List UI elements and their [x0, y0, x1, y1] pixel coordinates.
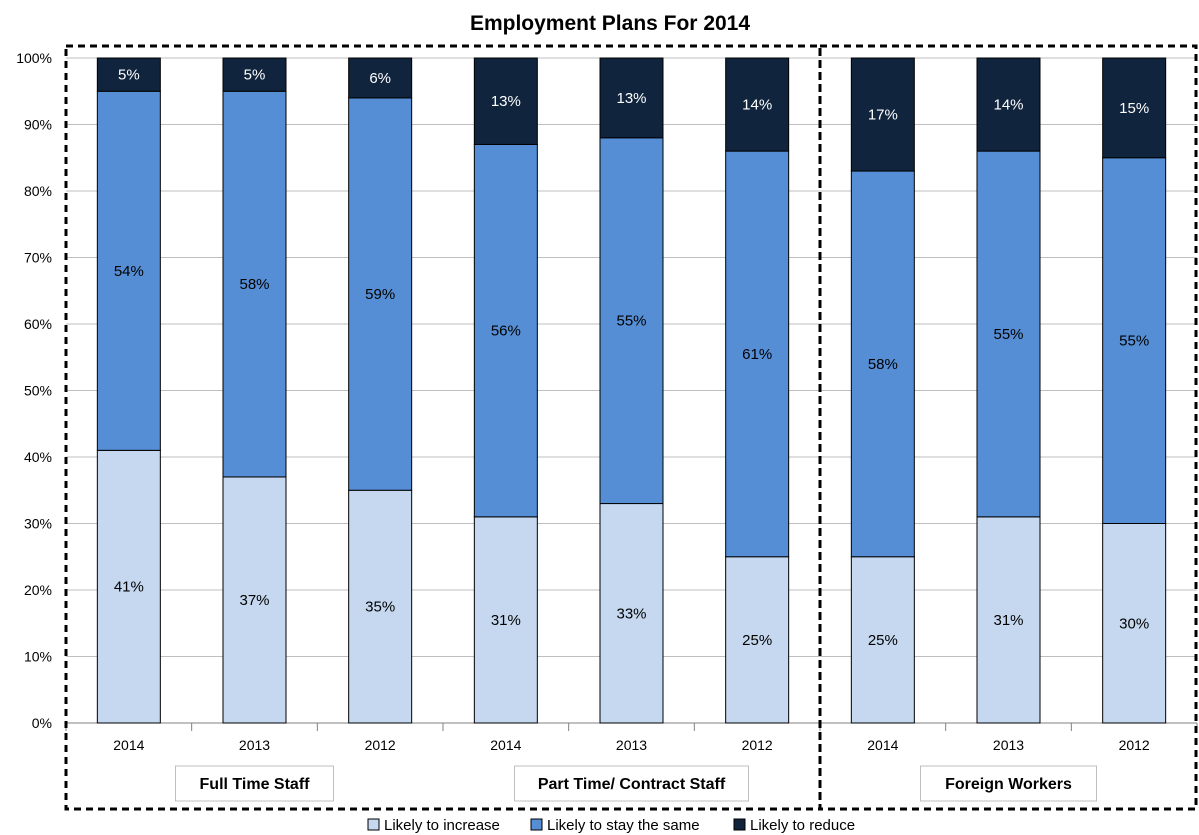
bar-segment: [599, 503, 664, 724]
x-tick-label: 2013: [616, 737, 647, 753]
group-label: Foreign Workers: [945, 776, 1072, 793]
y-axis-ticks: 0% 10% 20% 30% 40% 50% 60% 70% 80% 90% 100%: [16, 50, 52, 731]
group-frames: [64, 44, 1198, 811]
data-label: 58%: [868, 356, 898, 373]
data-label: 13%: [616, 90, 646, 107]
legend-swatch: [530, 818, 543, 831]
group-frame: [64, 44, 822, 811]
data-label: 6%: [369, 70, 391, 87]
group-label-box: [514, 765, 749, 802]
data-label: 17%: [868, 107, 898, 124]
bar-segment: [473, 57, 538, 145]
bar-segment: [850, 57, 915, 172]
y-tick-label: 60%: [24, 316, 52, 332]
y-tick-label: 40%: [24, 449, 52, 465]
x-tick-label: 2013: [993, 737, 1024, 753]
data-label: 58%: [239, 276, 269, 293]
y-tick-label: 50%: [24, 383, 52, 399]
legend-label: Likely to reduce: [750, 817, 855, 834]
data-label: 59%: [365, 286, 395, 303]
y-tick-label: 30%: [24, 516, 52, 532]
bar-segment: [222, 57, 287, 92]
y-tick-label: 70%: [24, 250, 52, 266]
bar-segment: [976, 57, 1041, 152]
group-labels: Full Time Staff Part Time/ Contract Staff…: [175, 765, 1097, 802]
data-label: 35%: [365, 599, 395, 616]
legend-label: Likely to increase: [384, 817, 500, 834]
data-label: 55%: [616, 313, 646, 330]
bars: 41% 54% 5% 37% 58% 5% 35% 59% 6% 31% 56% 13% 33% 55% 1…: [96, 57, 1167, 724]
data-label: 30%: [1119, 615, 1149, 632]
data-label: 14%: [993, 97, 1023, 114]
data-label: 31%: [491, 612, 521, 629]
data-label: 33%: [616, 605, 646, 622]
data-label: 13%: [491, 93, 521, 110]
bar-segment: [599, 57, 664, 139]
bar-segment: [222, 476, 287, 724]
data-label: 54%: [114, 263, 144, 280]
bar-segment: [473, 516, 538, 724]
data-label: 5%: [244, 67, 266, 84]
x-tick-label: 2014: [867, 737, 898, 753]
data-label: 55%: [1119, 333, 1149, 350]
data-label: 31%: [993, 612, 1023, 629]
y-tick-label: 0%: [32, 715, 52, 731]
bar-segment: [599, 137, 664, 505]
data-label: 37%: [239, 592, 269, 609]
bar-segment: [850, 170, 915, 558]
bar-segment: [976, 516, 1041, 724]
bar-segment: [348, 57, 413, 99]
legend-swatch: [367, 818, 380, 831]
legend-swatch: [733, 818, 746, 831]
bar-segment: [850, 556, 915, 724]
data-label: 14%: [742, 97, 772, 114]
bar-segment: [725, 556, 790, 724]
data-label: 41%: [114, 579, 144, 596]
x-tick-label: 2014: [490, 737, 521, 753]
bar-segment: [473, 143, 538, 518]
legend-label: Likely to stay the same: [547, 817, 700, 834]
x-axis-labels: 2014 2013 2012 2014 2013 2012 2014 2013 2012: [113, 737, 1150, 753]
y-tick-label: 90%: [24, 117, 52, 133]
bar-segment: [976, 150, 1041, 518]
bar-segment: [96, 57, 161, 92]
y-tick-label: 80%: [24, 183, 52, 199]
data-label: 56%: [491, 323, 521, 340]
bar-segment: [725, 150, 790, 558]
group-label-box: [175, 765, 334, 802]
x-tick-label: 2014: [113, 737, 144, 753]
group-label: Full Time Staff: [200, 776, 311, 793]
y-tick-label: 10%: [24, 649, 52, 665]
bar-segment: [348, 489, 413, 724]
bar-segment: [1102, 57, 1167, 159]
x-tick-label: 2013: [239, 737, 270, 753]
bar-segment: [1102, 157, 1167, 524]
bar-segment: [96, 90, 161, 451]
bar-segment: [96, 449, 161, 724]
x-tick-label: 2012: [365, 737, 396, 753]
data-label: 5%: [118, 67, 140, 84]
x-tick-label: 2012: [742, 737, 773, 753]
group-frame: [818, 44, 1198, 811]
y-tick-label: 20%: [24, 582, 52, 598]
chart-title: Employment Plans For 2014: [470, 12, 750, 35]
data-label: 61%: [742, 346, 772, 363]
data-label: 25%: [742, 632, 772, 649]
x-tick-label: 2012: [1119, 737, 1150, 753]
bar-segment: [348, 97, 413, 491]
legend: Likely to increase Likely to stay the sam…: [367, 817, 855, 834]
group-label-box: [920, 765, 1097, 802]
group-label: Part Time/ Contract Staff: [538, 776, 726, 793]
data-label: 25%: [868, 632, 898, 649]
data-label: 55%: [993, 326, 1023, 343]
data-label: 15%: [1119, 100, 1149, 117]
bar-segment: [725, 57, 790, 152]
y-tick-label: 100%: [16, 50, 52, 66]
